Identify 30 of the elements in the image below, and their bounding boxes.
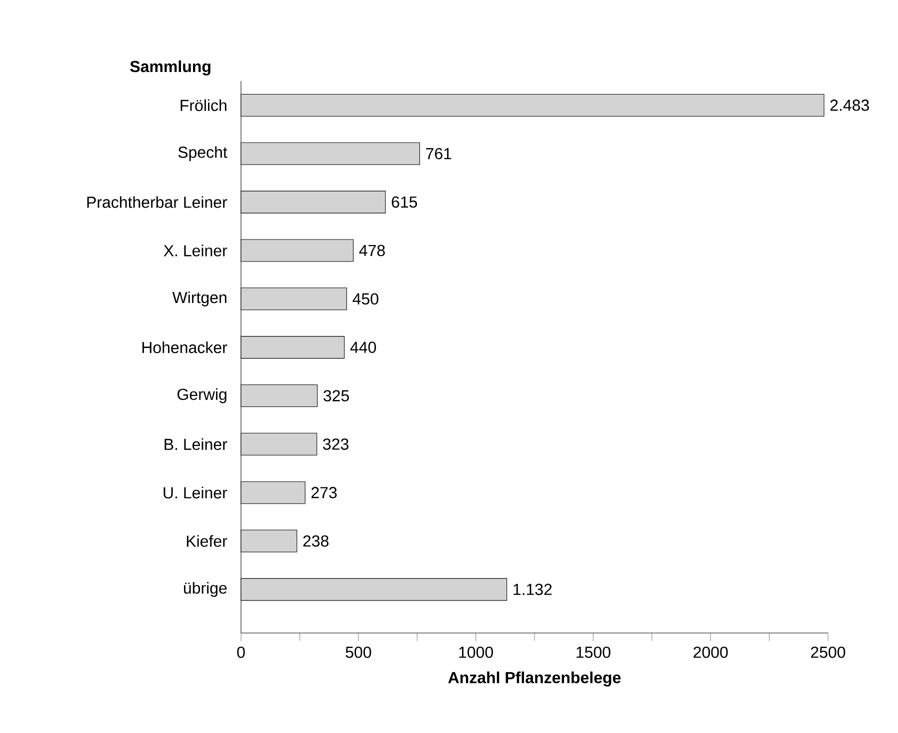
x-tick-label: 1500 [576,646,610,658]
data-label: 615 [392,196,418,208]
data-label: 450 [352,293,378,305]
data-label: 761 [426,148,452,160]
x-tick-label: 2500 [811,646,846,658]
data-label: 440 [350,342,376,353]
y-tick-label: Kiefer [186,535,228,547]
y-tick-label: B. Leiner [164,438,228,450]
data-label: 273 [312,486,337,498]
y-tick-label: Frölich [180,99,226,112]
x-tick-label: 500 [346,646,372,658]
y-tick-label: Wirtgen [172,291,226,306]
data-label: 325 [324,390,349,402]
y-tick-label: X. Leiner [164,244,228,256]
data-label: 2.483 [830,100,869,111]
y-tick-label: Hohenacker [142,341,228,354]
y-axis-title: Sammlung [130,60,210,76]
y-tick-label: Prachtherbar Leiner [87,196,228,208]
x-axis-title: Anzahl Pflanzenbelege [448,672,621,687]
data-label: 238 [303,535,328,547]
data-label: 478 [359,244,385,256]
x-tick-label: 0 [237,646,245,658]
y-tick-label: Gerwig [178,388,226,404]
data-label: 1.132 [514,584,552,596]
y-tick-label: übrige [184,582,227,597]
y-tick-label: U. Leiner [164,486,228,498]
data-label: 323 [323,438,348,450]
y-tick-label: Specht [178,146,228,162]
x-tick-label: 2000 [694,646,728,658]
x-tick-label: 1000 [459,646,493,658]
